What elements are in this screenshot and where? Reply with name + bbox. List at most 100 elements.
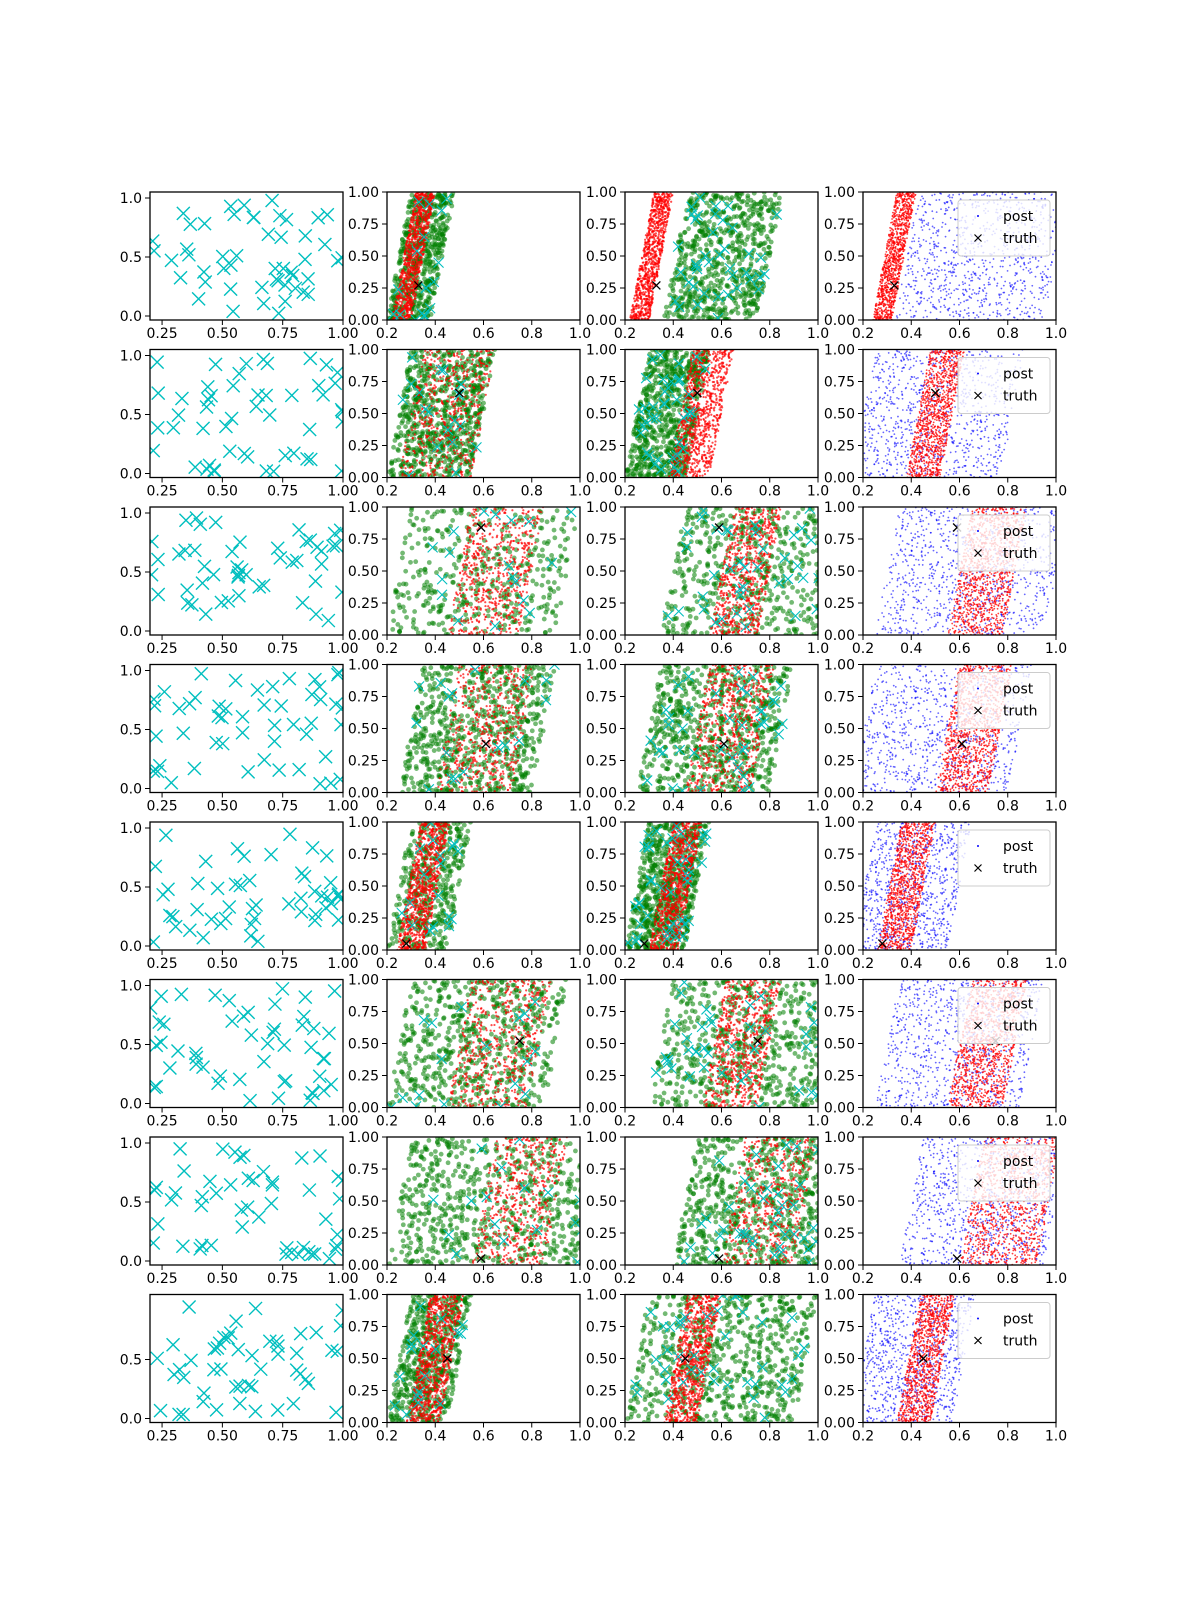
post-point xyxy=(981,259,984,261)
post-point xyxy=(1019,265,1022,268)
red-point xyxy=(651,290,654,293)
red-point xyxy=(648,308,652,311)
post-point xyxy=(938,285,941,288)
red-point xyxy=(423,242,426,246)
green-point xyxy=(759,265,765,271)
green-point xyxy=(684,304,690,310)
green-point xyxy=(397,259,402,264)
post-point xyxy=(939,305,942,308)
red-point xyxy=(656,204,659,207)
red-point xyxy=(653,275,657,278)
green-point xyxy=(768,222,774,228)
post-point xyxy=(885,292,888,294)
red-point xyxy=(408,315,412,318)
green-point xyxy=(717,278,723,284)
post-point xyxy=(880,309,883,312)
green-point xyxy=(675,301,681,307)
post-point xyxy=(895,276,898,279)
post-point xyxy=(964,282,967,285)
red-point xyxy=(409,305,412,309)
green-point xyxy=(750,206,756,212)
red-point xyxy=(418,219,421,222)
post-point xyxy=(980,301,982,304)
green-point xyxy=(703,224,709,230)
post-point xyxy=(888,251,891,253)
post-point xyxy=(946,209,949,212)
post-point xyxy=(899,262,902,265)
post-point xyxy=(900,214,903,217)
cyan-marker xyxy=(254,280,269,295)
green-point xyxy=(679,260,684,266)
post-point xyxy=(1044,294,1047,296)
post-point xyxy=(999,301,1002,304)
green-point xyxy=(754,308,760,313)
post-point xyxy=(912,279,915,282)
post-point xyxy=(1021,310,1023,313)
post-point xyxy=(956,288,959,291)
post-point xyxy=(1028,257,1031,260)
post-point xyxy=(958,303,960,306)
post-point xyxy=(935,231,938,234)
red-point xyxy=(427,208,430,211)
red-point xyxy=(647,267,650,271)
green-point xyxy=(707,237,712,243)
post-point xyxy=(902,229,905,232)
post-point xyxy=(993,278,996,281)
post-point xyxy=(917,257,920,260)
red-point xyxy=(651,202,654,205)
red-point xyxy=(405,284,408,287)
x-tick-label: 1.0 xyxy=(569,326,591,342)
green-point xyxy=(718,236,724,242)
green-point xyxy=(743,316,749,320)
green-point xyxy=(671,281,677,287)
x-tick-label: 0.6 xyxy=(472,326,494,342)
green-point xyxy=(441,200,447,205)
post-point xyxy=(889,278,891,281)
red-point xyxy=(649,304,653,307)
cyan-marker xyxy=(272,208,287,223)
post-point xyxy=(887,309,890,312)
post-point xyxy=(1019,279,1022,282)
post-point xyxy=(889,295,892,298)
red-point xyxy=(406,300,409,303)
red-point xyxy=(431,196,435,199)
post-point xyxy=(938,198,941,201)
cyan-marker xyxy=(150,234,160,249)
green-point xyxy=(700,212,706,218)
green-point xyxy=(754,257,760,263)
red-point xyxy=(402,256,405,259)
post-point xyxy=(971,293,973,296)
green-point xyxy=(713,264,719,270)
red-point xyxy=(654,195,657,198)
post-point xyxy=(1039,312,1042,315)
post-point xyxy=(889,238,892,240)
cyan-marker-group xyxy=(669,192,783,320)
red-point xyxy=(655,268,658,271)
cyan-marker xyxy=(436,205,448,216)
post-point xyxy=(943,279,946,282)
red-point xyxy=(657,235,660,238)
post-point xyxy=(920,290,923,293)
red-point xyxy=(637,310,640,313)
post-point xyxy=(921,220,924,222)
post-point xyxy=(910,210,913,213)
post-point xyxy=(1029,290,1032,293)
red-point xyxy=(644,268,647,271)
post-point xyxy=(928,228,931,231)
green-point xyxy=(702,299,708,305)
post-point xyxy=(1045,275,1047,277)
post-point xyxy=(889,229,892,232)
red-point xyxy=(413,272,417,275)
red-point xyxy=(647,294,650,297)
y-tick-label: 0.00 xyxy=(348,313,379,329)
red-point xyxy=(422,215,425,218)
post-point xyxy=(983,298,985,301)
red-point xyxy=(420,200,423,203)
post-point xyxy=(901,242,904,244)
post-point xyxy=(906,265,909,268)
green-point xyxy=(687,201,693,207)
post-point xyxy=(983,287,986,289)
post-point xyxy=(1050,280,1053,283)
red-point xyxy=(650,279,654,282)
post-point xyxy=(908,214,910,217)
